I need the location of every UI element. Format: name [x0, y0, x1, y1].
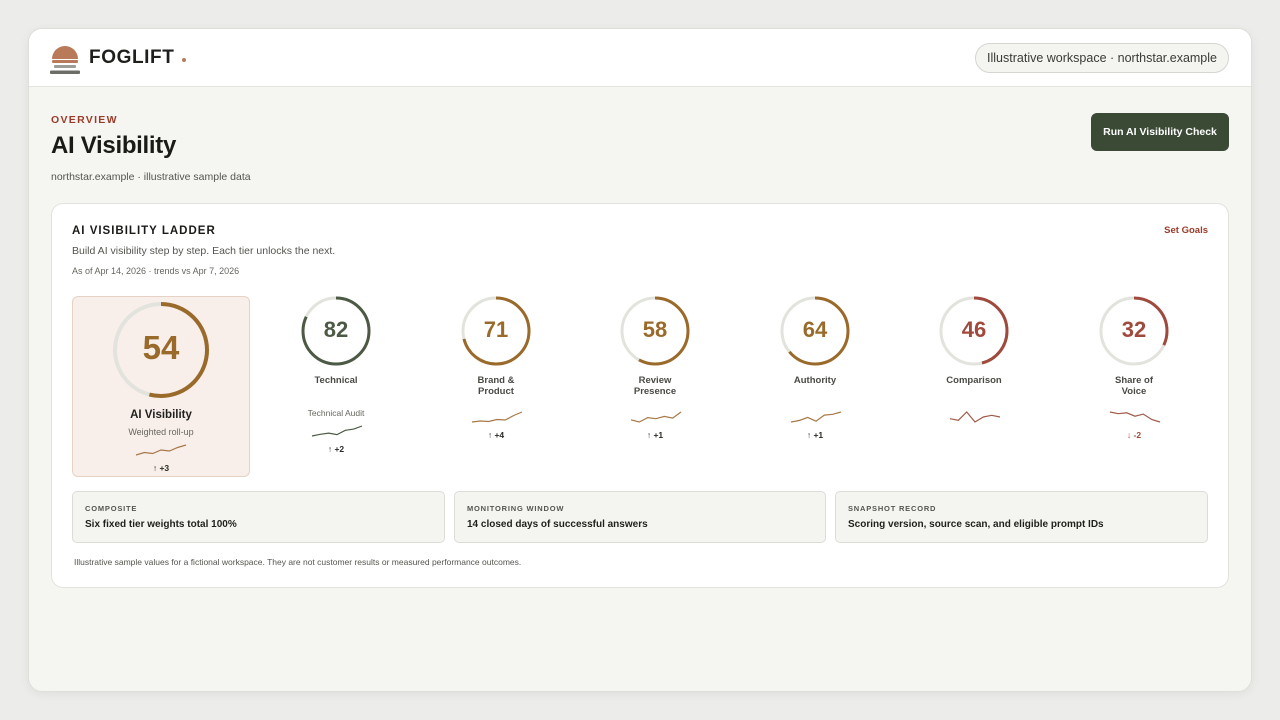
info-eyebrow: COMPOSITE	[85, 504, 138, 513]
tier-score-arc	[620, 296, 690, 366]
tier-label: Review Presence	[633, 375, 677, 397]
info-text: Scoring version, source scan, and eligib…	[848, 519, 1104, 530]
tier-sublabel: Technical Audit	[307, 408, 365, 418]
tier-score-arc	[1099, 296, 1169, 366]
tier-trend: ↓ -2	[1126, 430, 1142, 440]
info-box-composite: COMPOSITE Six fixed tier weights total 1…	[72, 491, 445, 543]
tier-score: 82	[323, 317, 349, 342]
tier-trend: ↑ +4	[487, 430, 505, 440]
tier-label: Share of Voice	[1114, 375, 1153, 397]
tier-score-ring	[461, 296, 531, 366]
tier-score-arc	[780, 296, 850, 366]
info-text: Six fixed tier weights total 100%	[85, 519, 237, 530]
tier-review-presence[interactable]: 58 Review Presence ↑ +1	[595, 296, 715, 477]
tier-technical[interactable]: 82 Technical Technical Audit ↑ +2	[276, 296, 396, 477]
page-subtitle: northstar.example · illustrative sample …	[51, 171, 251, 183]
tier-score-arc	[939, 296, 1009, 366]
visibility-ladder-card: AI VISIBILITY LADDER Build AI visibility…	[51, 203, 1229, 588]
tier-score-ring	[301, 296, 371, 366]
page-title: AI Visibility	[51, 132, 177, 159]
tier-score: 71	[483, 317, 509, 342]
set-goals-link[interactable]: Set Goals	[1164, 225, 1208, 236]
run-visibility-check-button[interactable]: Run AI Visibility Check	[1091, 113, 1229, 151]
hero-label: AI Visibility	[130, 409, 192, 421]
sun-over-stack-logo	[50, 46, 80, 74]
tier-score-ring	[780, 296, 850, 366]
tier-score: 32	[1121, 317, 1147, 342]
workspace-pill[interactable]: Illustrative workspace · northstar.examp…	[975, 43, 1229, 73]
tier-sparkline	[949, 411, 1001, 423]
hero-trend: ↑ +3	[152, 463, 170, 473]
brand-name: FOGLIFT	[89, 47, 175, 68]
tier-score-ring	[939, 296, 1009, 366]
tier-score: 46	[961, 317, 987, 342]
tier-score: 64	[802, 317, 828, 342]
tier-sparkline	[1109, 411, 1161, 423]
info-box-monitoring-window: MONITORING WINDOW 14 closed days of succ…	[454, 491, 826, 543]
tier-label: Brand & Product	[477, 375, 515, 397]
ai-visibility-hero-tile[interactable]: 54 AI Visibility Weighted roll-up ↑ +3	[72, 296, 250, 477]
tier-trend: ↑ +1	[806, 430, 824, 440]
brand-dot	[182, 58, 186, 62]
app-window: FOGLIFT Illustrative workspace · northst…	[28, 28, 1252, 692]
hero-sublabel: Weighted roll-up	[128, 427, 194, 437]
tier-score-arc	[461, 296, 531, 366]
hero-sparkline	[135, 444, 187, 456]
tier-score-ring	[1099, 296, 1169, 366]
tier-comparison[interactable]: 46 Comparison	[914, 296, 1034, 477]
tier-label: Technical	[314, 375, 358, 386]
hero-score-ring	[113, 302, 209, 398]
info-text: 14 closed days of successful answers	[467, 519, 648, 530]
tier-sparkline	[790, 411, 842, 423]
hero-score: 54	[142, 329, 180, 366]
tier-sparkline	[311, 425, 363, 437]
tier-score: 58	[642, 317, 668, 342]
ladder-as-of: As of Apr 14, 2026 · trends vs Apr 7, 20…	[72, 266, 240, 276]
tier-trend: ↑ +1	[646, 430, 664, 440]
tier-score-ring	[620, 296, 690, 366]
tier-label: Authority	[793, 375, 837, 386]
page-eyebrow: OVERVIEW	[51, 114, 118, 126]
ladder-description: Build AI visibility step by step. Each t…	[72, 245, 336, 257]
disclaimer: Illustrative sample values for a fiction…	[74, 557, 522, 567]
tier-score-arc	[301, 296, 371, 366]
info-eyebrow: MONITORING WINDOW	[467, 504, 565, 513]
tier-label: Comparison	[946, 375, 1002, 386]
tier-sparkline	[630, 411, 682, 423]
tier-authority[interactable]: 64 Authority ↑ +1	[755, 296, 875, 477]
tier-trend: ↑ +2	[327, 444, 345, 454]
tier-share-of-voice[interactable]: 32 Share of Voice ↓ -2	[1074, 296, 1194, 477]
top-bar: FOGLIFT Illustrative workspace · northst…	[29, 29, 1251, 87]
ladder-title: AI VISIBILITY LADDER	[72, 225, 216, 237]
tier-brand-product[interactable]: 71 Brand & Product ↑ +4	[436, 296, 556, 477]
info-eyebrow: SNAPSHOT RECORD	[848, 504, 937, 513]
tier-sparkline	[471, 411, 523, 423]
info-box-snapshot-record: SNAPSHOT RECORD Scoring version, source …	[835, 491, 1208, 543]
